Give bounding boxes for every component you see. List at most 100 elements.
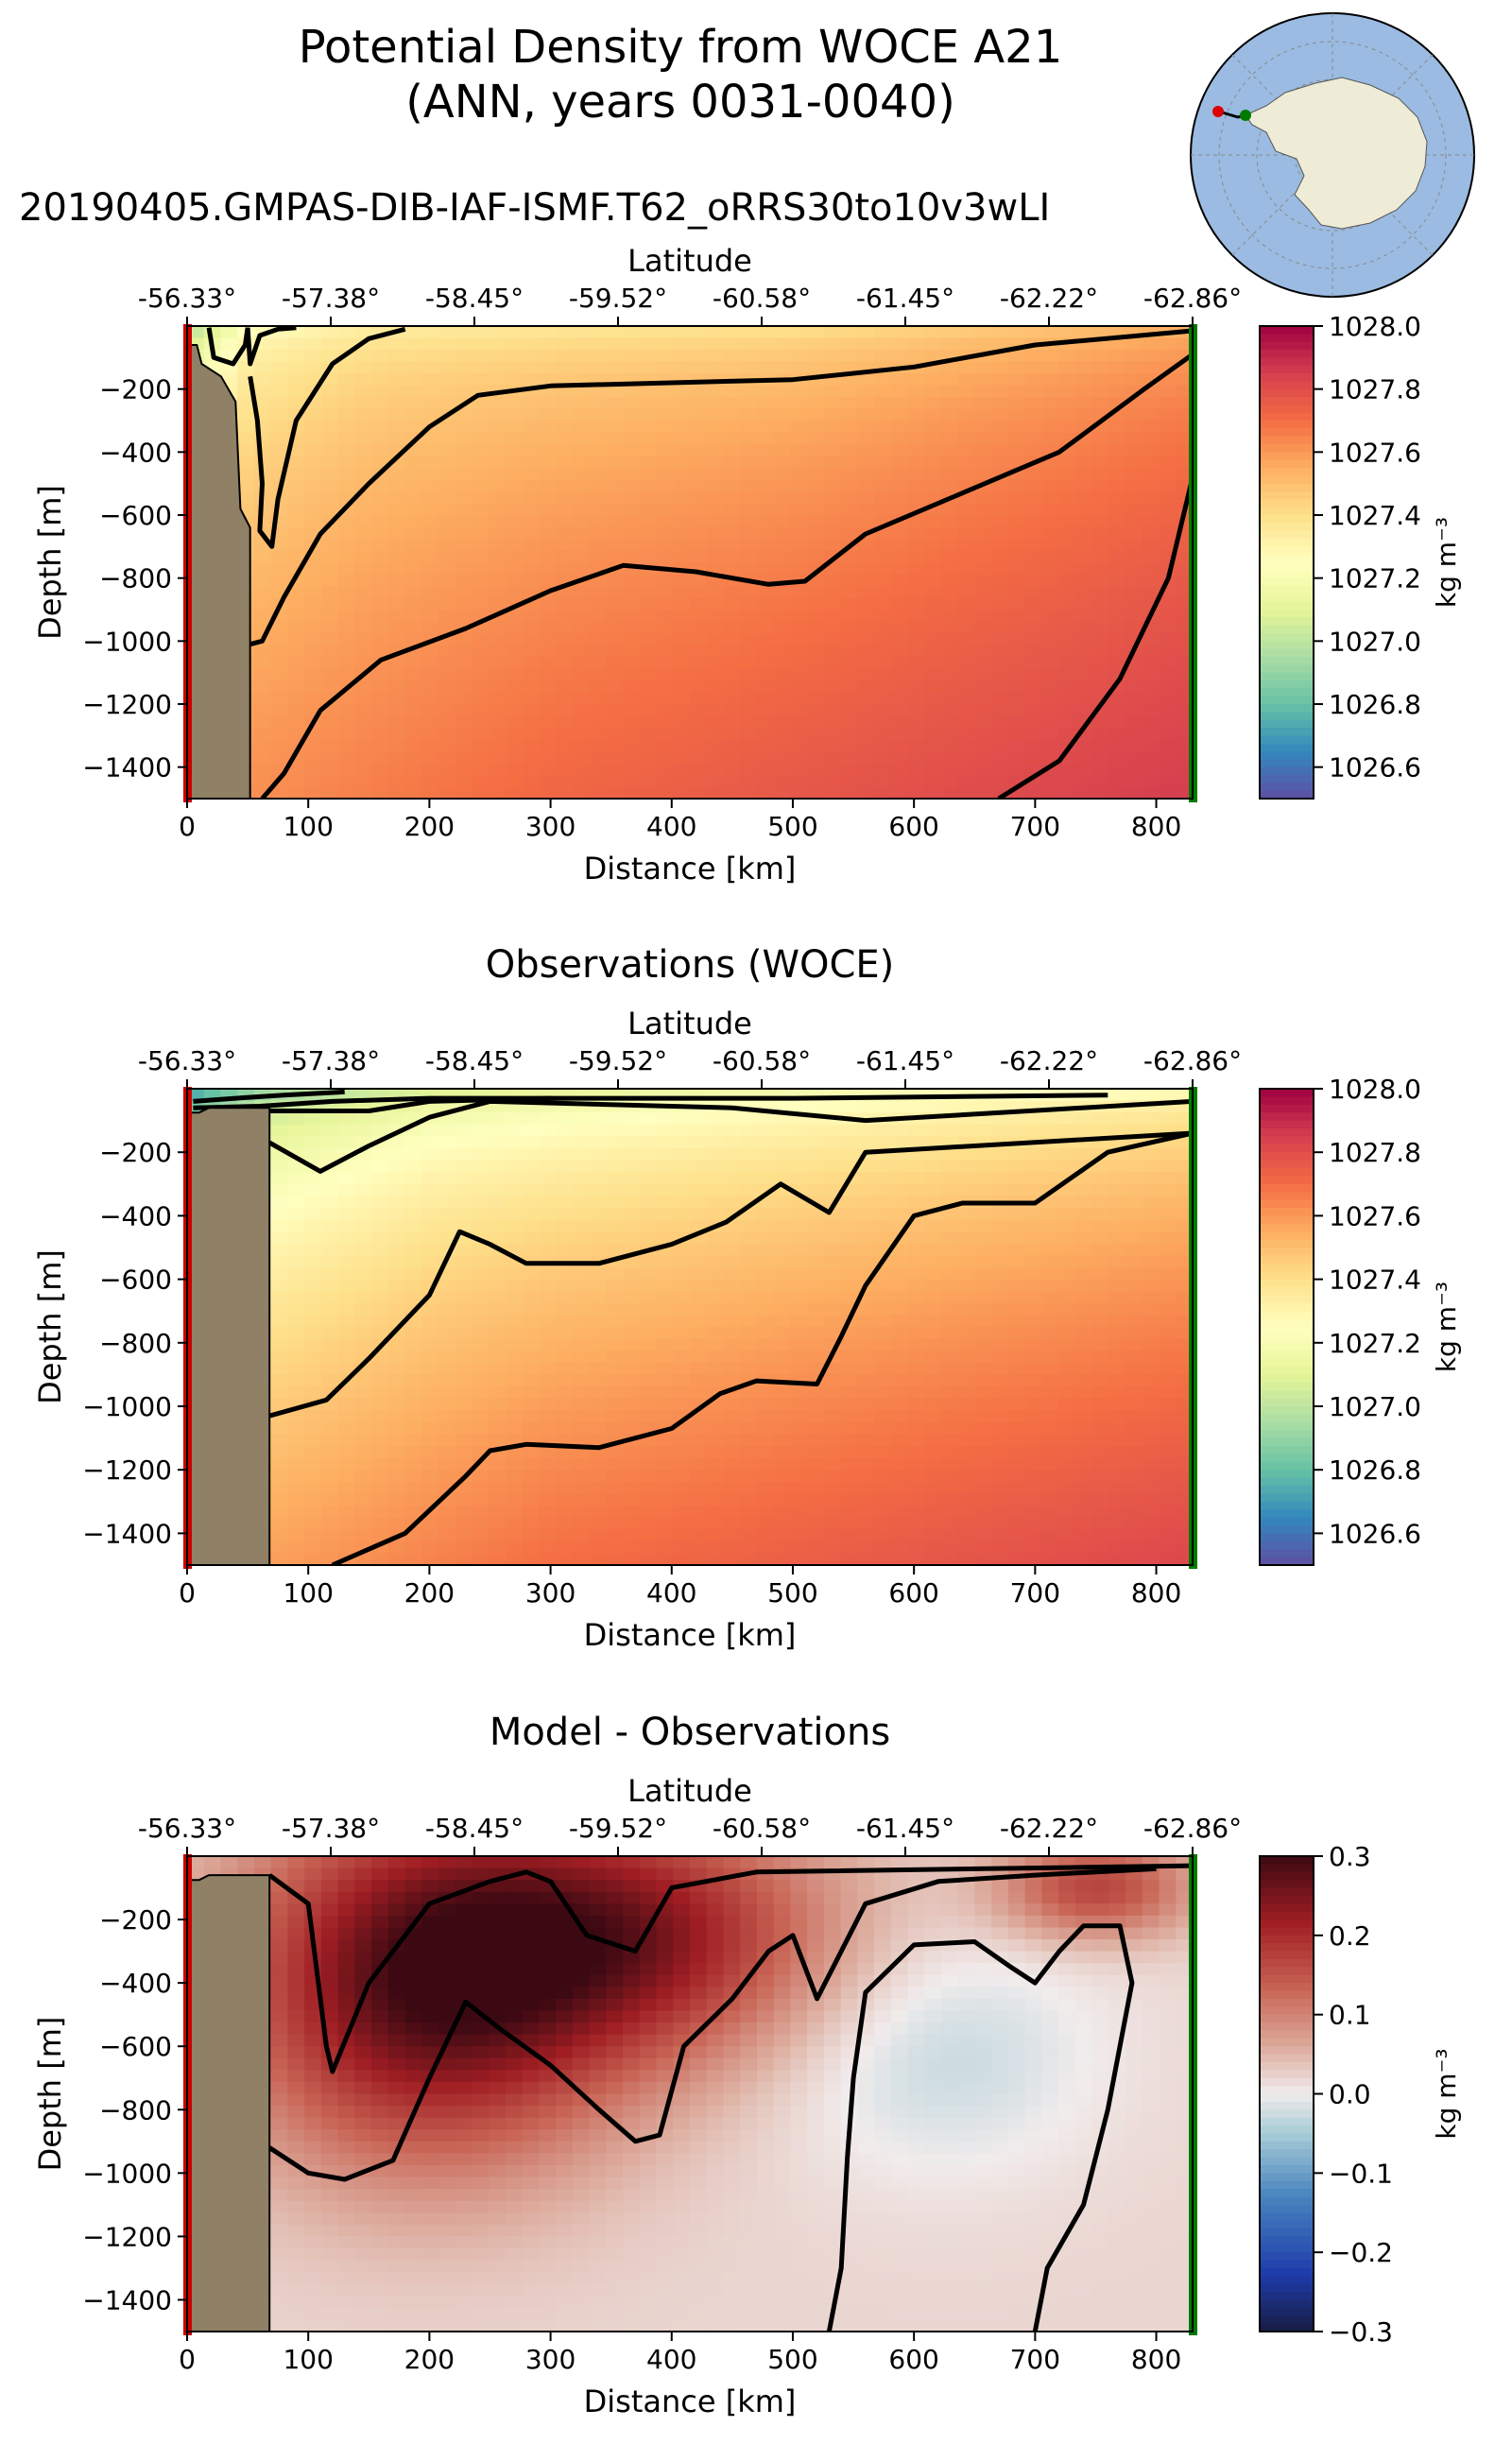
colorbar-tick-label: 1028.0	[1329, 311, 1421, 342]
colorbar-cell	[1260, 2165, 1314, 2174]
colorbar-cell	[1260, 1351, 1314, 1359]
colorbar-cell	[1260, 546, 1314, 555]
colorbar-cell	[1260, 1533, 1314, 1541]
x-tick-label: 100	[283, 1577, 333, 1609]
lat-tick-label: -61.45°	[856, 1045, 954, 1076]
colorbar-cell	[1260, 1128, 1314, 1137]
colorbar-cell	[1260, 1231, 1314, 1240]
x-tick-label: 400	[646, 811, 696, 842]
x-tick-label: 200	[404, 2344, 455, 2375]
colorbar-cell	[1260, 342, 1314, 351]
colorbar-tick-label: 1027.2	[1329, 563, 1421, 594]
colorbar-cell	[1260, 626, 1314, 634]
colorbar-cell	[1260, 673, 1314, 681]
colorbar-cell	[1260, 2046, 1314, 2055]
colorbar-cell	[1260, 468, 1314, 476]
x-axis-label: Distance [km]	[584, 851, 797, 886]
colorbar-cell	[1260, 2109, 1314, 2118]
colorbar-cell	[1260, 2292, 1314, 2300]
colorbar-cell	[1260, 413, 1314, 422]
colorbar-cell	[1260, 1525, 1314, 1534]
colorbar-tick-label: 1027.2	[1329, 1328, 1421, 1359]
y-tick-label: −400	[99, 437, 172, 468]
colorbar-cell	[1260, 421, 1314, 429]
colorbar-cell	[1260, 617, 1314, 626]
lat-tick-label: -57.38°	[282, 1045, 380, 1076]
land-mask	[187, 1856, 269, 2332]
y-tick-label: −1000	[82, 2158, 172, 2189]
colorbar-cell	[1260, 460, 1314, 469]
x-tick-label: 0	[179, 811, 196, 842]
colorbar-cell	[1260, 1390, 1314, 1399]
lat-tick-label: -62.86°	[1143, 1045, 1242, 1076]
colorbar-cell	[1260, 2062, 1314, 2071]
colorbar-tick-label: 1027.8	[1329, 374, 1421, 405]
colorbar-cell	[1260, 744, 1314, 752]
colorbar-tick-label: 1027.6	[1329, 1200, 1421, 1231]
lat-tick-label: -60.58°	[713, 1813, 811, 1844]
colorbar-cell	[1260, 2181, 1314, 2190]
colorbar-cell	[1260, 2158, 1314, 2166]
map-end-marker	[1240, 110, 1251, 121]
colorbar-cell	[1260, 1311, 1314, 1319]
colorbar-cell	[1260, 1224, 1314, 1232]
colorbar-tick-label: 1027.6	[1329, 437, 1421, 468]
colorbar-cell	[1260, 2006, 1314, 2015]
colorbar-cell	[1260, 373, 1314, 382]
y-axis-label: Depth [m]	[32, 485, 68, 640]
colorbar-tick-label: 0.3	[1329, 1841, 1371, 1872]
colorbar-cell	[1260, 1446, 1314, 1454]
colorbar-cell	[1260, 1478, 1314, 1487]
colorbar-cell	[1260, 570, 1314, 578]
y-tick-label: −200	[99, 1137, 172, 1168]
colorbar-cell	[1260, 2300, 1314, 2309]
colorbar-cell	[1260, 444, 1314, 453]
colorbar-cell	[1260, 2268, 1314, 2277]
colorbar-cell	[1260, 1936, 1314, 1944]
top-axis-label: Latitude	[627, 1773, 752, 1809]
colorbar-cell	[1260, 2308, 1314, 2316]
colorbar-cell	[1260, 2125, 1314, 2134]
colorbar-cell	[1260, 1959, 1314, 1968]
y-tick-label: −800	[99, 563, 172, 594]
colorbar-cell	[1260, 610, 1314, 618]
colorbar: 0.30.20.10.0−0.1−0.2−0.3kg m⁻³	[1260, 1841, 1462, 2348]
colorbar-cell	[1260, 2070, 1314, 2078]
colorbar-label: kg m⁻³	[1431, 517, 1462, 608]
colorbar-cell	[1260, 704, 1314, 713]
y-tick-label: −400	[99, 1200, 172, 1231]
x-tick-label: 400	[646, 2344, 696, 2375]
colorbar-cell	[1260, 515, 1314, 524]
lat-tick-label: -60.58°	[713, 1045, 811, 1076]
colorbar-tick-label: 1027.4	[1329, 500, 1421, 531]
colorbar-cell	[1260, 1192, 1314, 1200]
x-tick-label: 500	[767, 1577, 817, 1609]
colorbar-tick-label: 0.0	[1329, 2079, 1371, 2110]
colorbar-cell	[1260, 2015, 1314, 2023]
lat-tick-label: -58.45°	[425, 1813, 524, 1844]
colorbar-cell	[1260, 1327, 1314, 1335]
colorbar-cell	[1260, 475, 1314, 484]
colorbar-cell	[1260, 1303, 1314, 1312]
colorbar-cell	[1260, 775, 1314, 783]
y-tick-label: −800	[99, 1328, 172, 1359]
colorbar-cell	[1260, 1872, 1314, 1881]
colorbar-cell	[1260, 1367, 1314, 1375]
colorbar-tick-label: 1027.0	[1329, 1391, 1421, 1422]
lat-tick-label: -58.45°	[425, 283, 524, 314]
y-tick-label: −800	[99, 2094, 172, 2125]
colorbar-tick-label: 1027.8	[1329, 1137, 1421, 1168]
y-tick-label: −600	[99, 500, 172, 531]
colorbar-cell	[1260, 1967, 1314, 1975]
colorbar-cell	[1260, 2252, 1314, 2261]
y-tick-label: −1400	[82, 1518, 172, 1549]
y-tick-label: −1000	[82, 1391, 172, 1422]
colorbar-cell	[1260, 1912, 1314, 1920]
colorbar-cell	[1260, 1168, 1314, 1177]
colorbar-cell	[1260, 2173, 1314, 2181]
colorbar-cell	[1260, 2022, 1314, 2031]
colorbar-cell	[1260, 1454, 1314, 1462]
top-axis-label: Latitude	[627, 243, 752, 279]
y-axis-label: Depth [m]	[32, 1249, 68, 1404]
colorbar-cell	[1260, 2118, 1314, 2126]
